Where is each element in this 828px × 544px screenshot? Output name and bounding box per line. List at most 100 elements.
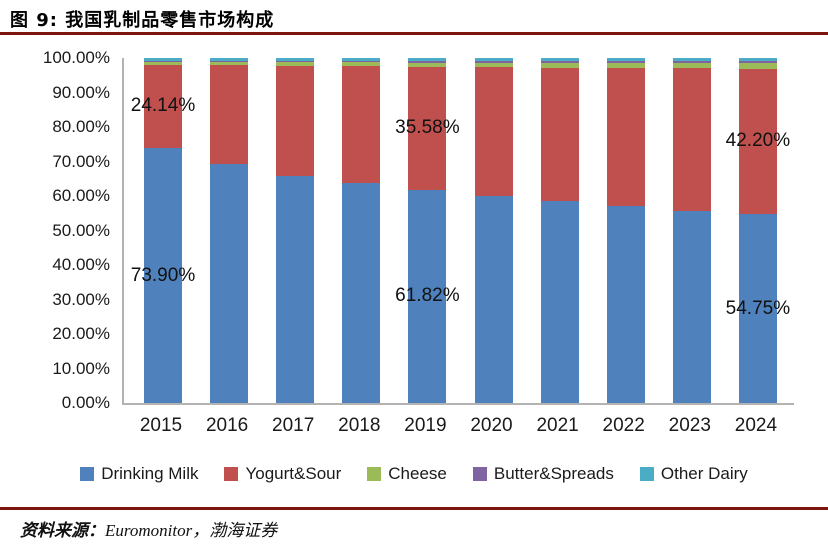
bar-segment-drinking-milk <box>672 211 711 403</box>
bar-segment-other-dairy <box>144 58 182 61</box>
bar-segment-cheese <box>672 63 711 69</box>
legend-item-other-dairy: Other Dairy <box>639 464 748 484</box>
bar-segment-drinking-milk <box>276 176 315 403</box>
footer-divider <box>0 507 828 510</box>
legend-swatch-icon <box>224 467 239 481</box>
bar-segment-butter-spreads <box>474 60 513 63</box>
legend-swatch-icon <box>80 467 95 481</box>
x-tick-label: 2016 <box>205 415 249 436</box>
bar-segment-yogurt-sour <box>738 68 777 215</box>
bar-segment-other-dairy <box>672 58 711 61</box>
data-label: 42.20% <box>725 130 791 152</box>
bar-2020 <box>474 58 513 403</box>
source-label: 资料来源： <box>20 521 105 540</box>
bar-segment-butter-spreads <box>342 60 381 63</box>
bar-segment-yogurt-sour <box>342 65 381 184</box>
legend-label: Butter&Spreads <box>493 464 614 483</box>
bar-segment-drinking-milk <box>606 206 645 403</box>
plot-area: 24.14% 73.90% 35.58% 61.82% 42.20% 54.75% <box>122 58 794 405</box>
bar-segment-cheese <box>210 61 249 66</box>
bar-2016 <box>210 58 249 403</box>
bar-segment-drinking-milk <box>540 201 579 403</box>
bar-2019 <box>408 58 447 403</box>
bar-2024 <box>738 58 777 403</box>
legend-swatch-icon <box>639 467 654 481</box>
bar-segment-butter-spreads <box>210 60 249 62</box>
bar-segment-other-dairy <box>276 58 315 61</box>
source-text: Euromonitor，渤海证券 <box>105 521 278 540</box>
y-tick-label: 0.00% <box>61 393 110 412</box>
bar-segment-other-dairy <box>408 58 447 61</box>
data-label: 24.14% <box>130 95 196 117</box>
y-tick-label: 100.00% <box>42 48 110 67</box>
bar-segment-butter-spreads <box>606 60 645 64</box>
data-label: 54.75% <box>725 297 791 319</box>
legend-label: Yogurt&Sour <box>245 464 342 483</box>
bar-segment-cheese <box>408 62 447 67</box>
bar-segment-other-dairy <box>738 58 777 61</box>
y-tick-label: 20.00% <box>52 324 110 343</box>
bar-segment-yogurt-sour <box>540 67 579 202</box>
legend-item-yogurt-sour: Yogurt&Sour <box>224 464 341 484</box>
legend-item-cheese: Cheese <box>367 464 447 484</box>
x-tick-label: 2017 <box>272 415 315 436</box>
bar-segment-yogurt-sour <box>210 65 249 164</box>
x-tick-label: 2019 <box>404 415 447 436</box>
bar-segment-yogurt-sour <box>408 66 447 190</box>
bar-segment-drinking-milk <box>474 196 513 403</box>
bar-segment-cheese <box>276 62 315 66</box>
bar-segment-cheese <box>342 62 381 66</box>
y-tick-label: 90.00% <box>52 82 110 102</box>
bar-segment-cheese <box>144 61 182 65</box>
legend-label: Other Dairy <box>660 464 748 483</box>
bar-segment-butter-spreads <box>408 60 447 63</box>
y-tick-label: 10.00% <box>52 358 110 378</box>
bar-2021 <box>540 58 579 403</box>
bar-segment-drinking-milk <box>408 189 447 403</box>
chart-legend: Drinking Milk Yogurt&Sour Cheese Butter&Spr… <box>0 464 828 484</box>
bar-segment-cheese <box>606 63 645 69</box>
bar-segment-yogurt-sour <box>474 67 513 197</box>
bar-segment-butter-spreads <box>540 60 579 64</box>
y-tick-label: 80.00% <box>52 117 110 136</box>
x-tick-label: 2021 <box>536 415 579 436</box>
legend-item-drinking-milk: Drinking Milk <box>80 464 198 484</box>
bar-segment-cheese <box>738 63 777 69</box>
bar-2017 <box>276 58 315 403</box>
bar-segment-cheese <box>540 63 579 68</box>
bar-segment-drinking-milk <box>144 148 182 403</box>
bar-segment-other-dairy <box>606 58 645 61</box>
x-tick-label: 2015 <box>139 415 183 436</box>
data-label: 73.90% <box>130 264 196 286</box>
bar-segment-butter-spreads <box>738 60 777 64</box>
bar-segment-butter-spreads <box>672 60 711 64</box>
bar-segment-yogurt-sour <box>606 68 645 207</box>
header-divider <box>0 32 828 35</box>
bar-segment-other-dairy <box>342 58 381 61</box>
bar-segment-other-dairy <box>210 58 249 61</box>
bar-segment-drinking-milk <box>342 183 381 403</box>
data-label: 61.82% <box>395 285 460 307</box>
legend-swatch-icon <box>472 467 487 481</box>
y-tick-label: 50.00% <box>52 220 110 240</box>
bar-segment-yogurt-sour <box>672 68 711 212</box>
bar-2023 <box>672 58 711 403</box>
bar-segment-other-dairy <box>474 58 513 61</box>
x-tick-label: 2023 <box>668 415 711 436</box>
bar-2015 <box>144 58 182 403</box>
x-tick-label: 2018 <box>338 415 381 436</box>
bar-segment-drinking-milk <box>210 163 249 403</box>
x-tick-label: 2020 <box>470 415 513 436</box>
bar-segment-yogurt-sour <box>144 64 182 149</box>
bar-segment-cheese <box>474 62 513 68</box>
bar-segment-butter-spreads <box>276 60 315 62</box>
bar-segment-butter-spreads <box>144 60 182 62</box>
legend-label: Cheese <box>388 464 447 483</box>
x-axis: 2015 2016 2017 2018 2019 2020 2021 2022 2023 2024 <box>122 415 792 441</box>
x-tick-label: 2024 <box>734 415 778 436</box>
y-axis: 100.00% 90.00% 80.00% 70.00% 60.00% 50.00% 40.… <box>0 49 110 412</box>
legend-item-butter-spreads: Butter&Spreads <box>472 464 614 484</box>
bar-segment-drinking-milk <box>738 214 777 403</box>
